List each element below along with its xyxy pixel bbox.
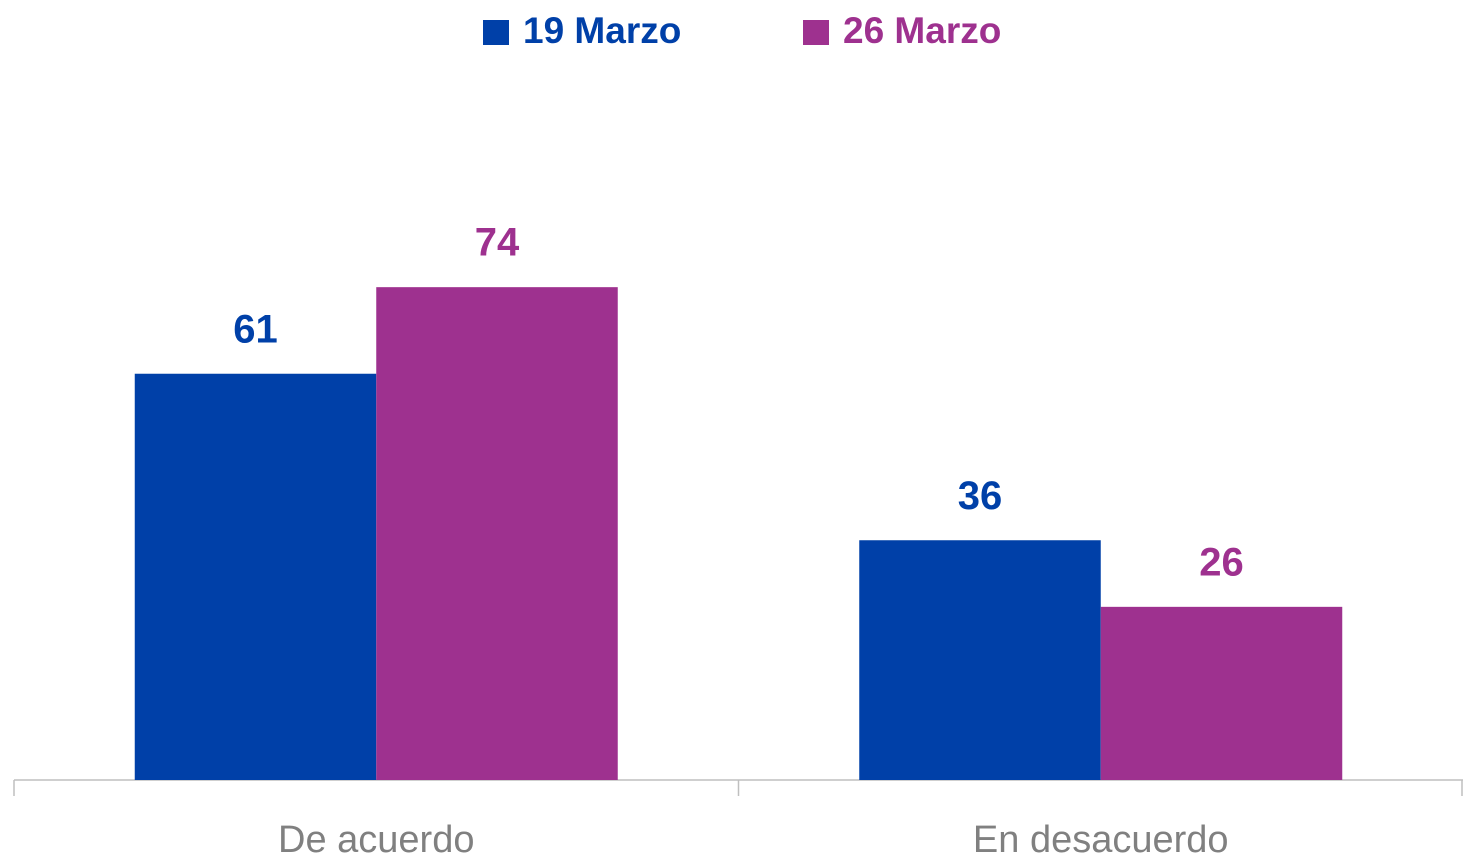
x-tick-label: En desacuerdo [973,819,1229,861]
x-tick-label: De acuerdo [278,819,474,861]
data-label: 36 [958,474,1003,518]
data-label: 74 [475,221,520,265]
legend-swatch [483,20,509,45]
bar [1100,606,1343,780]
legend-label: 19 Marzo [523,10,681,51]
data-label: 26 [1199,540,1244,584]
legend-label: 26 Marzo [843,10,1001,51]
bar [134,373,377,780]
bar [376,287,618,780]
bar [859,540,1101,780]
legend-swatch [803,20,829,45]
data-label: 61 [233,307,278,351]
